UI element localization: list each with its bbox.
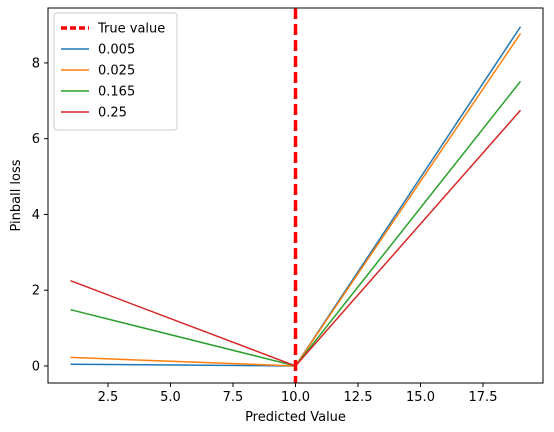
y-axis-label: Pinball loss	[9, 159, 24, 231]
legend-label: 0.165	[98, 85, 135, 100]
x-tick-label: 12.5	[344, 390, 373, 405]
x-tick-label: 5.0	[160, 390, 181, 405]
legend-label: 0.025	[98, 64, 135, 79]
x-tick-label: 10.0	[281, 390, 310, 405]
x-axis-ticks: 2.5 5.0 7.5 10.0 12.5 15.0 17.5	[98, 383, 498, 405]
x-tick-label: 17.5	[469, 390, 498, 405]
legend: True value 0.005 0.025 0.165 0.25	[53, 12, 178, 131]
x-tick-label: 15.0	[406, 390, 435, 405]
y-tick-label: 8	[32, 56, 40, 71]
y-axis-ticks: 0 2 4 6 8	[32, 56, 48, 374]
legend-label: 0.005	[98, 43, 135, 58]
x-axis-label: Predicted Value	[245, 410, 346, 425]
legend-label: True value	[97, 22, 165, 37]
legend-box	[53, 12, 178, 131]
y-tick-label: 4	[32, 208, 40, 223]
legend-label: 0.25	[98, 106, 127, 121]
y-tick-label: 0	[32, 359, 40, 374]
x-tick-label: 2.5	[98, 390, 119, 405]
y-tick-label: 2	[32, 284, 40, 299]
x-tick-label: 7.5	[223, 390, 244, 405]
y-tick-label: 6	[32, 132, 40, 147]
